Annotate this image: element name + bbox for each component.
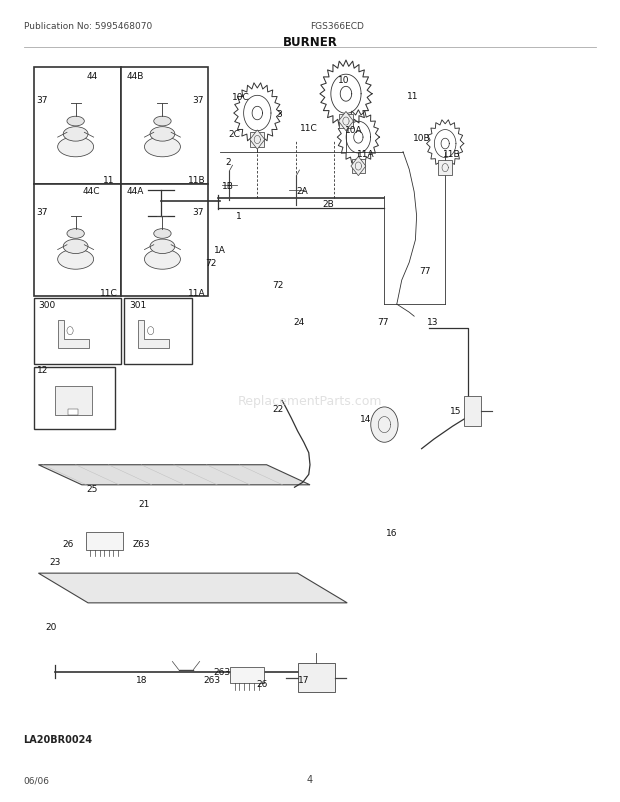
Text: 11: 11 bbox=[407, 91, 418, 101]
Text: 11: 11 bbox=[103, 176, 114, 185]
Text: ReplacementParts.com: ReplacementParts.com bbox=[237, 395, 383, 407]
Text: FGS366ECD: FGS366ECD bbox=[310, 22, 364, 31]
Text: 11A: 11A bbox=[357, 149, 374, 159]
Text: 20: 20 bbox=[45, 622, 56, 632]
Text: 11C: 11C bbox=[100, 288, 117, 298]
Text: 37: 37 bbox=[193, 208, 204, 217]
Text: 44A: 44A bbox=[126, 186, 144, 196]
Text: 77: 77 bbox=[419, 266, 430, 276]
Polygon shape bbox=[38, 465, 310, 485]
Ellipse shape bbox=[58, 137, 94, 158]
Text: 2B: 2B bbox=[323, 200, 334, 209]
Ellipse shape bbox=[144, 137, 180, 158]
Text: 37: 37 bbox=[36, 208, 47, 217]
Text: 14: 14 bbox=[360, 414, 371, 423]
Text: 15: 15 bbox=[450, 406, 461, 415]
Text: 25: 25 bbox=[86, 484, 97, 494]
Text: 1B: 1B bbox=[222, 181, 234, 191]
Ellipse shape bbox=[67, 117, 84, 127]
Text: 4: 4 bbox=[307, 775, 313, 784]
Text: 263: 263 bbox=[203, 675, 221, 685]
Ellipse shape bbox=[150, 240, 175, 254]
Ellipse shape bbox=[154, 117, 171, 127]
Polygon shape bbox=[339, 112, 353, 132]
Polygon shape bbox=[250, 131, 265, 150]
Polygon shape bbox=[351, 157, 366, 176]
Text: 10A: 10A bbox=[345, 125, 362, 135]
Text: 44: 44 bbox=[86, 71, 97, 81]
Polygon shape bbox=[38, 573, 347, 603]
Bar bbox=[352, 160, 365, 174]
Text: 3: 3 bbox=[276, 109, 282, 119]
Text: 10B: 10B bbox=[413, 133, 430, 143]
Text: 77: 77 bbox=[378, 318, 389, 327]
Ellipse shape bbox=[63, 240, 88, 254]
Text: 17: 17 bbox=[298, 675, 309, 685]
Text: 263: 263 bbox=[213, 667, 231, 677]
Bar bbox=[121, 184, 208, 297]
Text: BURNER: BURNER bbox=[283, 36, 337, 49]
Text: Publication No: 5995468070: Publication No: 5995468070 bbox=[24, 22, 152, 31]
Circle shape bbox=[148, 327, 154, 335]
Text: 11B: 11B bbox=[188, 176, 206, 185]
Bar bbox=[34, 68, 121, 184]
Text: 2A: 2A bbox=[297, 186, 308, 196]
Ellipse shape bbox=[150, 128, 175, 142]
Text: 300: 300 bbox=[38, 300, 55, 310]
Ellipse shape bbox=[144, 250, 180, 270]
Bar bbox=[250, 133, 264, 148]
Text: 06/06: 06/06 bbox=[24, 776, 50, 784]
Text: 72: 72 bbox=[272, 280, 283, 290]
Bar bbox=[298, 663, 335, 692]
Text: 44C: 44C bbox=[83, 186, 100, 196]
Text: 18: 18 bbox=[136, 675, 147, 685]
Bar bbox=[339, 115, 353, 129]
Bar bbox=[34, 367, 115, 429]
Text: 10C: 10C bbox=[232, 93, 249, 103]
Text: 12: 12 bbox=[37, 366, 48, 375]
Text: 22: 22 bbox=[272, 404, 283, 414]
Circle shape bbox=[371, 407, 398, 443]
Bar bbox=[34, 298, 121, 365]
Text: 10: 10 bbox=[339, 75, 350, 85]
Text: 11C: 11C bbox=[300, 124, 317, 133]
Bar bbox=[229, 667, 264, 683]
Bar bbox=[86, 533, 123, 550]
Polygon shape bbox=[68, 409, 78, 415]
Bar bbox=[124, 298, 192, 365]
Bar bbox=[34, 184, 121, 297]
Text: 26: 26 bbox=[256, 678, 267, 688]
Ellipse shape bbox=[63, 128, 88, 142]
Text: 21: 21 bbox=[138, 499, 149, 508]
Ellipse shape bbox=[67, 229, 84, 239]
Text: 44B: 44B bbox=[126, 71, 144, 81]
Text: 37: 37 bbox=[36, 95, 47, 105]
Polygon shape bbox=[55, 387, 92, 415]
Text: 26: 26 bbox=[63, 539, 74, 549]
Text: 301: 301 bbox=[129, 300, 146, 310]
Ellipse shape bbox=[154, 229, 171, 239]
Text: 16: 16 bbox=[386, 529, 397, 538]
Bar bbox=[438, 161, 452, 176]
Polygon shape bbox=[464, 396, 481, 427]
Ellipse shape bbox=[58, 250, 94, 270]
Text: 37: 37 bbox=[193, 95, 204, 105]
Text: 24: 24 bbox=[293, 318, 304, 327]
Polygon shape bbox=[138, 321, 169, 349]
Text: Z63: Z63 bbox=[133, 539, 150, 549]
Bar bbox=[121, 68, 208, 184]
Text: 1A: 1A bbox=[214, 245, 226, 255]
Text: 11B: 11B bbox=[443, 149, 460, 159]
Text: 11A: 11A bbox=[188, 288, 206, 298]
Text: 23: 23 bbox=[49, 557, 60, 566]
Text: 2C: 2C bbox=[228, 130, 241, 140]
Text: 72: 72 bbox=[205, 258, 216, 268]
Text: 1: 1 bbox=[236, 212, 242, 221]
Text: LA20BR0024: LA20BR0024 bbox=[24, 735, 92, 744]
Text: 2: 2 bbox=[225, 157, 231, 167]
Circle shape bbox=[67, 327, 73, 335]
Polygon shape bbox=[58, 321, 89, 349]
Text: 13: 13 bbox=[427, 318, 438, 327]
